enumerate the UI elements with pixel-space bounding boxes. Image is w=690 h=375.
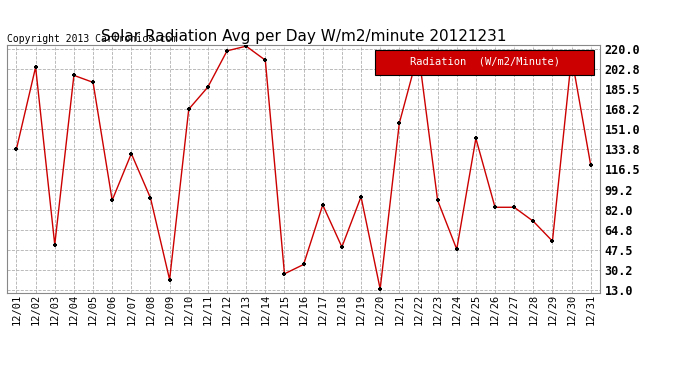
Title: Solar Radiation Avg per Day W/m2/minute 20121231: Solar Radiation Avg per Day W/m2/minute … bbox=[101, 29, 506, 44]
Point bbox=[566, 54, 577, 60]
Point bbox=[68, 72, 79, 78]
Point bbox=[509, 204, 520, 210]
Point bbox=[126, 151, 137, 157]
Point bbox=[355, 194, 366, 200]
Point bbox=[489, 204, 500, 210]
Point bbox=[164, 277, 175, 283]
Point bbox=[451, 246, 462, 252]
Point bbox=[279, 271, 290, 277]
Point bbox=[11, 146, 22, 152]
Point bbox=[317, 202, 328, 208]
Point bbox=[585, 162, 596, 168]
Point bbox=[202, 84, 213, 90]
Point bbox=[184, 106, 195, 112]
Point bbox=[375, 286, 386, 292]
Point bbox=[145, 195, 156, 201]
Point bbox=[30, 64, 41, 70]
Point bbox=[547, 238, 558, 244]
Point bbox=[528, 218, 539, 224]
FancyBboxPatch shape bbox=[375, 50, 594, 75]
Point bbox=[88, 80, 99, 86]
Point bbox=[413, 49, 424, 55]
Point bbox=[260, 57, 271, 63]
Point bbox=[241, 43, 252, 49]
Point bbox=[432, 197, 443, 203]
Point bbox=[471, 135, 482, 141]
Point bbox=[394, 120, 405, 126]
Point bbox=[336, 244, 347, 250]
Point bbox=[298, 261, 309, 267]
Text: Radiation  (W/m2/Minute): Radiation (W/m2/Minute) bbox=[410, 57, 560, 67]
Point bbox=[107, 197, 118, 203]
Text: Copyright 2013 Cartronics.com: Copyright 2013 Cartronics.com bbox=[7, 34, 177, 44]
Point bbox=[49, 242, 60, 248]
Point bbox=[221, 48, 233, 54]
